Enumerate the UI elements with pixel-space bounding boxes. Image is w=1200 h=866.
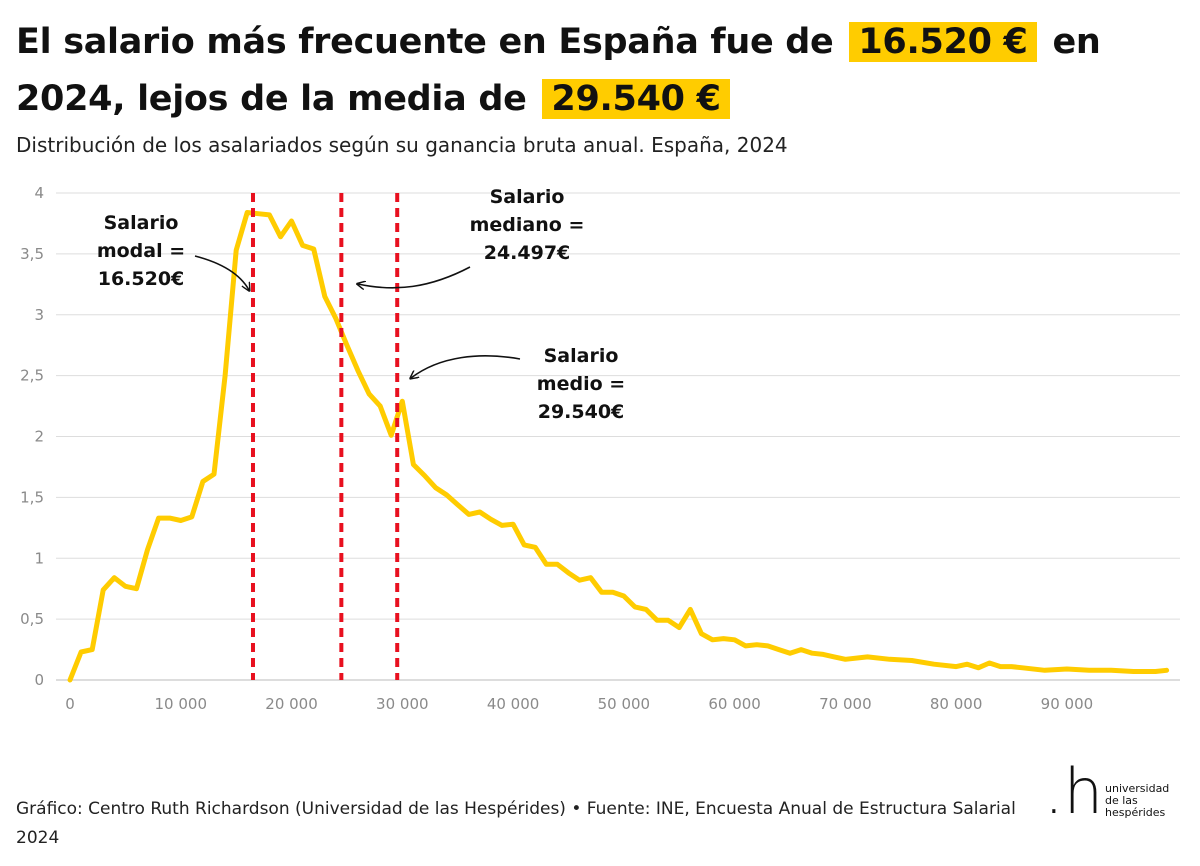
annotation-arrow <box>194 255 249 290</box>
annotations: Salario modal = 16.520€ Salario mediano = 24.… <box>97 186 625 423</box>
university-logo: .h universidad de las hespérides <box>1044 755 1184 830</box>
annotation-arrow <box>358 266 471 288</box>
y-tick-label: 2 <box>34 428 44 446</box>
reference-lines <box>250 193 400 680</box>
x-tick-label: 60 000 <box>708 695 761 713</box>
annotation-text: 29.540€ <box>538 401 625 423</box>
y-tick-label: 1,5 <box>20 488 44 506</box>
series-line <box>67 210 1170 683</box>
y-tick-label: 3 <box>34 306 44 324</box>
chart-title: El salario más frecuente en España fue d… <box>16 14 1186 128</box>
annotation-text: medio = <box>537 373 625 395</box>
y-tick-label: 2,5 <box>20 367 44 385</box>
source-credit: Gráfico: Centro Ruth Richardson (Univers… <box>16 799 1016 848</box>
annotation-label: Salario medio = 29.540€ <box>537 345 625 423</box>
annotation-text: 16.520€ <box>98 268 185 290</box>
grid-lines <box>56 192 1180 681</box>
annotation-label: Salario mediano = 24.497€ <box>470 186 585 264</box>
title-highlight-mean: 29.540 € <box>542 79 730 119</box>
x-tick-label: 20 000 <box>265 695 318 713</box>
annotation-text: modal = <box>97 240 185 262</box>
x-tick-label: 50 000 <box>598 695 651 713</box>
logo-line-3: hespérides <box>1105 806 1166 819</box>
logo-wordmark: universidad de las hespérides <box>1105 783 1169 819</box>
logo-line-2: de las <box>1105 794 1138 807</box>
salary-distribution-chart: 0 0,5 1 1,5 2 2,5 3 3,5 4 0 10 000 20 000 30 000 40 … <box>20 184 1180 713</box>
annotation-text: Salario <box>544 345 619 367</box>
y-tick-label: 4 <box>34 184 44 202</box>
chart-subtitle: Distribución de los asalariados según su… <box>16 133 788 157</box>
x-tick-label: 70 000 <box>819 695 872 713</box>
title-text-1: El salario más frecuente en España fue d… <box>16 22 834 62</box>
logo-line-1: universidad <box>1105 782 1170 795</box>
y-tick-label: 0,5 <box>20 610 44 628</box>
y-axis-ticks: 0 0,5 1 1,5 2 2,5 3 3,5 4 <box>20 184 44 689</box>
annotation-label: Salario modal = 16.520€ <box>97 212 185 290</box>
annotation-text: mediano = <box>470 214 585 236</box>
x-tick-label: 10 000 <box>155 695 208 713</box>
y-tick-label: 0 <box>34 671 44 689</box>
x-tick-label: 90 000 <box>1041 695 1094 713</box>
x-tick-label: 30 000 <box>376 695 429 713</box>
x-tick-label: 40 000 <box>487 695 540 713</box>
annotation-arrow <box>411 355 521 378</box>
annotation-text: 24.497€ <box>484 242 571 264</box>
y-tick-label: 3,5 <box>20 245 44 263</box>
y-tick-label: 1 <box>34 549 44 567</box>
logo-mark: .h <box>1044 755 1104 828</box>
annotation-text: Salario <box>490 186 565 208</box>
annotation-text: Salario <box>104 212 179 234</box>
series-layer <box>67 210 1170 683</box>
x-tick-label: 80 000 <box>930 695 983 713</box>
title-highlight-modal: 16.520 € <box>849 22 1037 62</box>
x-tick-label: 0 <box>65 695 75 713</box>
x-axis-ticks: 0 10 000 20 000 30 000 40 000 50 000 60 000 70 … <box>65 695 1093 713</box>
title-text-2: en 2024, lejos de la media de <box>16 22 1101 119</box>
